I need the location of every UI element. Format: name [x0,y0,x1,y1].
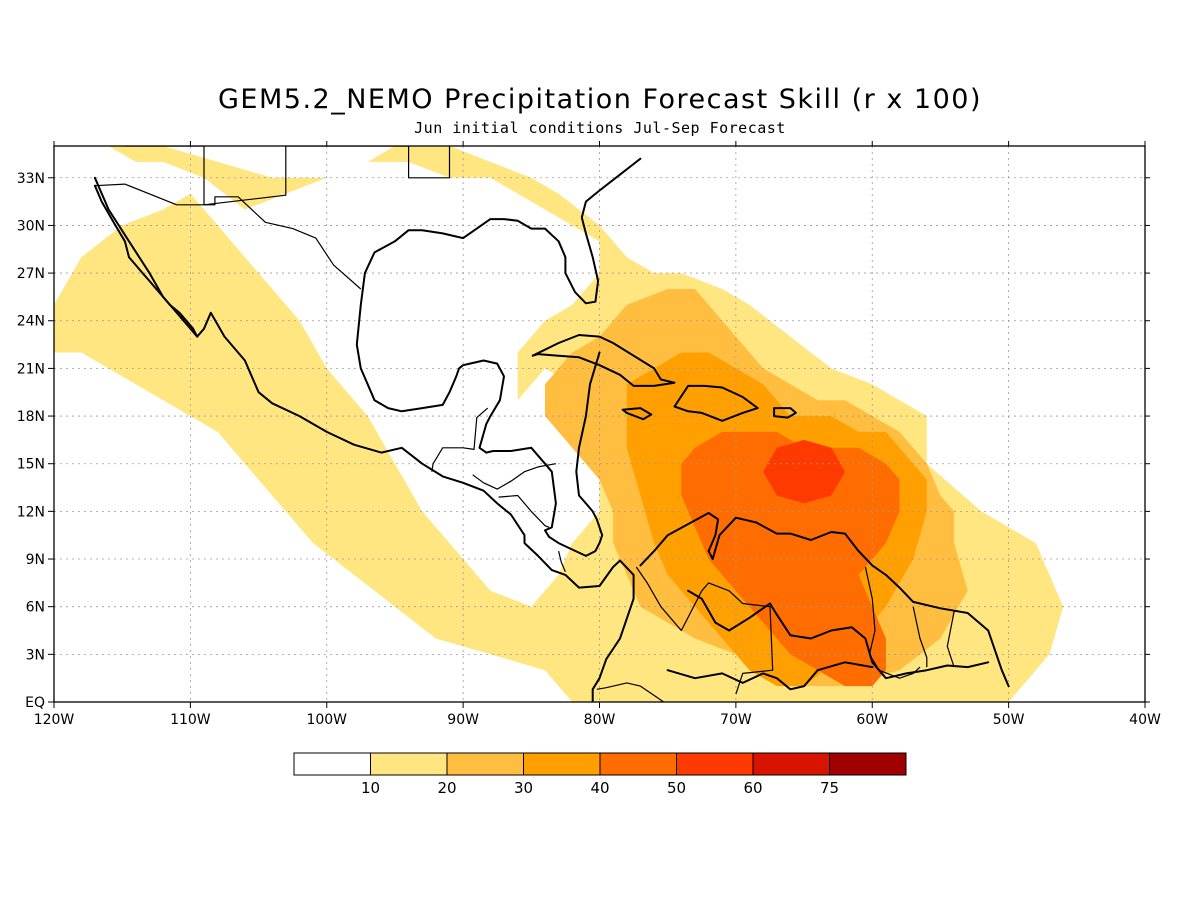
y-tick-label: 21N [17,361,45,377]
country-border [558,550,566,572]
colorbar-label: 60 [743,779,762,797]
y-tick-label: 33N [17,171,45,187]
x-tick-label: 60W [856,712,888,728]
colorbar-swatch [752,752,830,776]
colorbar: 10 20 30 40 50 60 75 [293,752,907,797]
coastline [687,589,990,680]
country-border [472,463,557,490]
y-tick-label: 18N [17,409,45,425]
x-tick-label: 90W [447,712,479,728]
map-title: GEM5.2_NEMO Precipitation Forecast Skill… [218,84,982,115]
coastline [355,272,604,557]
y-tick-label: 3N [26,647,45,663]
colorbar-swatch [293,752,371,776]
colorbar-label: 20 [437,779,456,797]
colorbar-label: 10 [361,779,380,797]
colorbar-swatch [676,752,754,776]
coastline [673,384,759,422]
colorbar-swatch [829,752,907,776]
coastline [666,661,874,691]
skill-region-level-5 [763,439,845,504]
coastline [93,184,199,338]
x-tick-label: 40W [1129,712,1161,728]
x-tick-label: 120W [34,712,75,728]
colorbar-swatch [446,752,524,776]
coastline [621,407,653,421]
y-tick-label: 9N [26,552,45,568]
country-border [635,566,774,695]
y-tick-label: 30N [17,218,45,234]
country-border [946,611,955,668]
x-tick-label: 80W [584,712,616,728]
country-border [498,494,550,528]
y-tick-label: 12N [17,504,45,520]
coastline [363,157,642,305]
colorbar-swatch [370,752,448,776]
y-tick-label: 15N [17,457,45,473]
axis-ticks: 120W 110W 100W 90W 80W 70W 60W 50W 40W EQ 3N 6N 9N 12… [17,141,1161,728]
coastline [639,512,1010,688]
coastline [93,176,635,702]
colorbar-label: 75 [820,779,839,797]
skill-shading-layer [54,146,1064,702]
colorbar-swatch [599,752,677,776]
country-border [912,606,928,668]
coastline [531,334,676,387]
y-tick-label: 24N [17,314,45,330]
x-tick-label: 50W [993,712,1025,728]
gridlines [54,146,1145,702]
coastline [773,407,797,419]
country-border [94,183,362,290]
country-border [431,407,489,472]
y-tick-label: EQ [25,695,45,711]
coastlines-layer [93,146,1010,702]
y-tick-label: 27N [17,266,45,282]
country-border [124,146,451,206]
y-tick-label: 6N [26,600,45,616]
map-subtitle: Jun initial conditions Jul-Sep Forecast [414,119,786,137]
colorbar-label: 40 [590,779,609,797]
colorbar-label: 30 [514,779,533,797]
colorbar-label: 50 [667,779,686,797]
x-tick-label: 110W [170,712,211,728]
x-tick-label: 70W [720,712,752,728]
country-border [596,682,665,702]
x-tick-label: 100W [306,712,347,728]
colorbar-swatch [523,752,601,776]
country-border [864,566,921,679]
